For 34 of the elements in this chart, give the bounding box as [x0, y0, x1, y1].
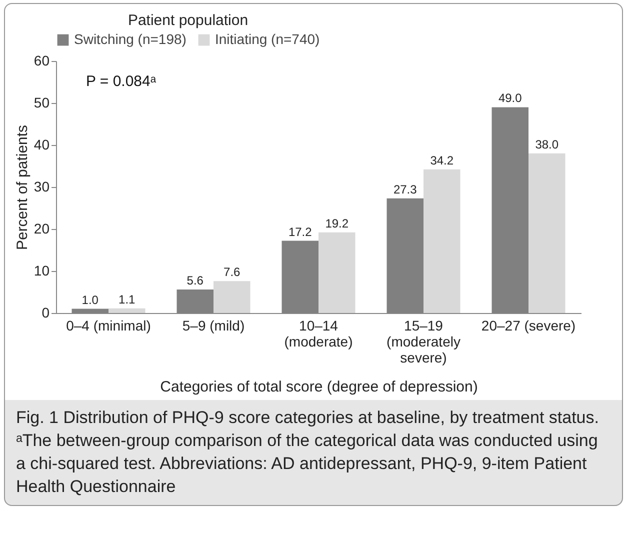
x-tick-label: 15–19 (moderately severe)	[386, 318, 460, 366]
data-label: 1.0	[82, 292, 99, 307]
y-tick-label: 20	[34, 220, 50, 236]
data-label: 7.6	[224, 265, 241, 280]
data-label: 34.2	[430, 153, 454, 168]
x-axis-title: Categories of total score (degree of depression)	[160, 378, 478, 396]
data-label: 19.2	[325, 216, 349, 230]
y-tick-label: 60	[34, 52, 50, 68]
data-label: 38.0	[535, 137, 559, 152]
data-label: 27.3	[393, 182, 418, 196]
x-tick-label: 0–4 (minimal)	[66, 318, 151, 334]
annotation: P = 0.084ᵃ	[86, 73, 156, 90]
data-label: 5.6	[186, 273, 204, 288]
y-tick-label: 0	[42, 304, 50, 320]
caption: Fig. 1 Distribution of PHQ-9 score categories at baseline, by treatment status. ᵃThe between-group comparison of the categorical data was conducted using a chi-squared test. Abbreviations: AD antidepressant, PHQ-9, 9-item Patient Health Questionnaire	[4, 400, 623, 506]
y-tick-label: 30	[34, 178, 50, 194]
bar	[214, 281, 250, 313]
data-label: 17.2	[288, 224, 312, 239]
y-axis-title: Percent of patients	[14, 124, 31, 250]
x-tick-label: 20–27 (severe)	[481, 318, 576, 334]
bar	[108, 308, 146, 313]
legend-title: Patient population	[128, 12, 248, 29]
legend-label: Switching (n=198)	[74, 31, 186, 47]
bar	[318, 232, 356, 313]
data-label: 49.0	[498, 91, 522, 106]
y-tick-label: 40	[34, 136, 50, 152]
y-tick-label: 10	[34, 262, 50, 278]
y-tick-label: 50	[34, 94, 50, 110]
legend-label: Initiating (n=740)	[215, 31, 320, 47]
data-label: 1.1	[118, 292, 136, 306]
x-tick-label: 5–9 (mild)	[182, 318, 245, 334]
bar	[424, 169, 460, 313]
x-tick-label: 10–14 (moderate)	[284, 318, 353, 350]
bar	[528, 153, 566, 313]
